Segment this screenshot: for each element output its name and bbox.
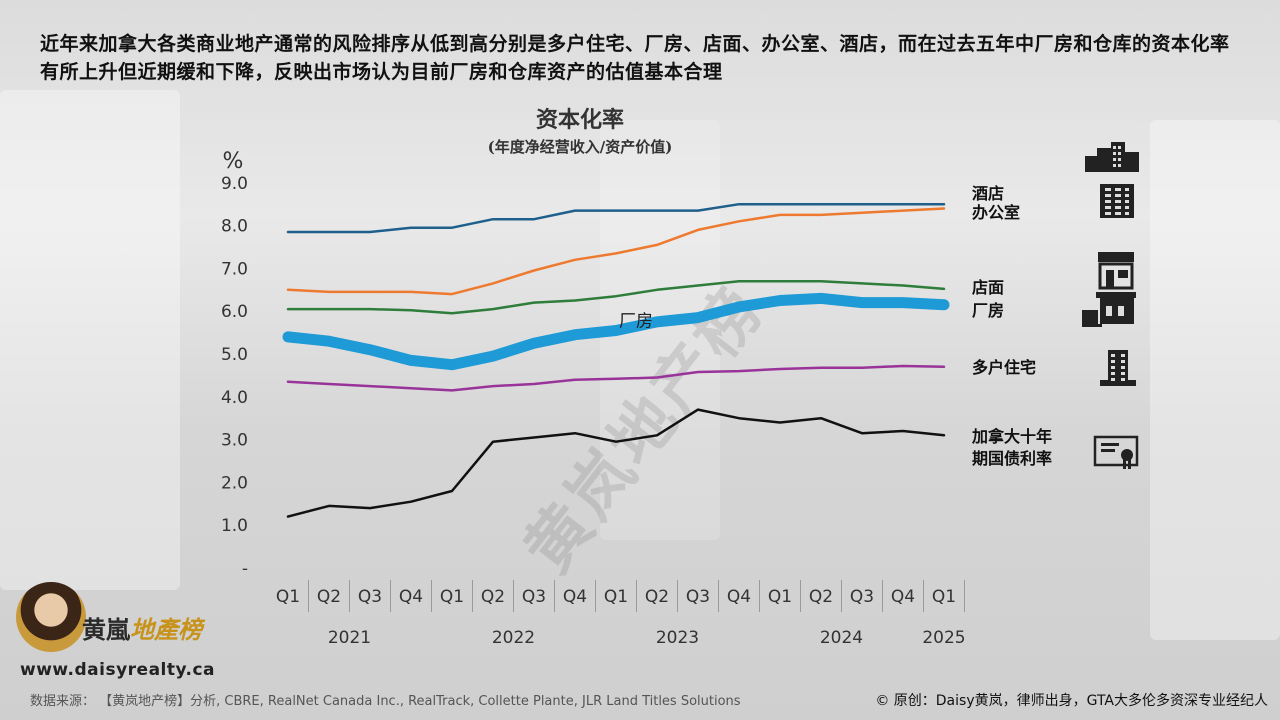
legend-label: 多户住宅 (972, 358, 1036, 377)
x-tick-label: Q3 (686, 587, 710, 607)
x-tick-label: Q4 (727, 587, 751, 607)
y-tick-label: 1.0 (221, 516, 248, 536)
avatar (16, 582, 86, 652)
year-label: 2023 (656, 628, 699, 648)
copyright: © 原创：Daisy黄岚，律师出身，GTA大多伦多资深专业经纪人 (875, 693, 1268, 709)
x-tick-label: Q2 (481, 587, 505, 607)
x-tick-label: Q1 (604, 587, 628, 607)
y-axis-unit: % (223, 149, 244, 174)
data-source: 数据来源： 【黄岚地产榜】分析, CBRE, RealNet Canada In… (30, 694, 741, 709)
series-line-办公室 (286, 207, 946, 296)
office-building-icon (1100, 184, 1134, 218)
apartment-icon (1100, 350, 1136, 386)
certificate-icon (1093, 435, 1139, 469)
x-tick-label: Q3 (358, 587, 382, 607)
y-tick-label: 4.0 (221, 388, 248, 408)
legend-label: 酒店 (972, 184, 1004, 203)
year-label: 2021 (328, 628, 371, 648)
series-line-多户住宅 (286, 364, 946, 392)
legend-label-cont: 期国债利率 (972, 449, 1052, 468)
series-line-加拿大十年期国债利率 (286, 408, 946, 518)
x-tick-label: Q1 (440, 587, 464, 607)
x-tick-label: Q2 (809, 587, 833, 607)
background-panel-right (1150, 120, 1280, 640)
y-tick-label: 7.0 (221, 259, 248, 279)
series-inline-label: 厂房 (619, 311, 653, 331)
x-tick-label: Q3 (850, 587, 874, 607)
brand-logo: 黄嵐地產榜 www.daisyrealty.ca (10, 570, 220, 685)
y-tick-label: 5.0 (221, 345, 248, 365)
legend-label: 加拿大十年 (971, 427, 1052, 446)
series-line-酒店 (286, 202, 946, 234)
y-tick-label: 3.0 (221, 431, 248, 451)
background-panel-left (0, 90, 180, 590)
legend-label: 办公室 (972, 203, 1020, 222)
x-tick-label: Q1 (932, 587, 956, 607)
year-label: 2025 (922, 628, 965, 648)
year-label: 2022 (492, 628, 535, 648)
x-tick-label: Q2 (317, 587, 341, 607)
x-tick-label: Q2 (645, 587, 669, 607)
x-tick-label: Q1 (276, 587, 300, 607)
hotel-icon (1085, 142, 1139, 172)
y-tick-label: 2.0 (221, 473, 248, 493)
year-label: 2024 (820, 628, 863, 648)
y-tick-label: 6.0 (221, 302, 248, 322)
series-line-厂房 (282, 292, 950, 371)
x-tick-label: Q4 (891, 587, 915, 607)
chart-subtitle: (年度净经营收入/资产价值) (487, 138, 673, 156)
x-tick-label: Q4 (563, 587, 587, 607)
y-tick-label: 9.0 (221, 174, 248, 194)
chart-title: 资本化率 (535, 107, 624, 133)
legend-label: 厂房 (972, 301, 1004, 320)
logo-brand: 黄嵐地產榜 (82, 610, 202, 645)
factory-icon (1082, 292, 1136, 327)
y-tick-label: 8.0 (221, 217, 248, 237)
storefront-icon (1098, 252, 1134, 290)
legend-label: 店面 (972, 278, 1004, 297)
x-tick-label: Q3 (522, 587, 546, 607)
logo-brand-a: 黄嵐 (82, 616, 130, 644)
logo-brand-b: 地產榜 (130, 616, 202, 644)
x-tick-label: Q1 (768, 587, 792, 607)
x-tick-label: Q4 (399, 587, 423, 607)
logo-url[interactable]: www.daisyrealty.ca (20, 660, 216, 680)
series-line-店面 (286, 279, 946, 315)
y-tick-label: - (242, 559, 248, 579)
headline: 近年来加拿大各类商业地产通常的风险排序从低到高分别是多户住宅、厂房、店面、办公室… (40, 33, 1230, 83)
